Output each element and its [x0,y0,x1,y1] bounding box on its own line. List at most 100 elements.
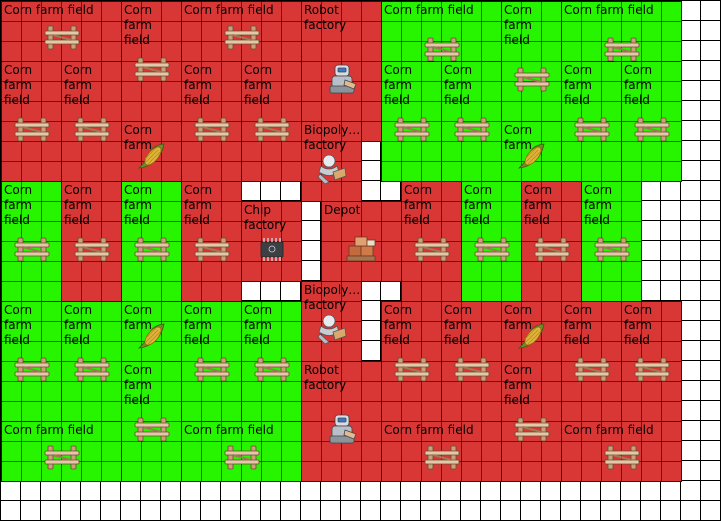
corn-farm-field-tile[interactable]: Corn farm field [1,1,122,62]
corn-farm-field-tile[interactable]: Corn farm field [501,361,562,482]
corn-farm-field-tile[interactable]: Corn farm field [501,1,562,142]
fence-icon [414,235,450,267]
tile-label: Corn farm field [384,3,474,17]
corn-farm-field-tile[interactable]: Corn farm field [241,301,302,422]
fence-icon [574,355,610,387]
fence-icon [394,355,430,387]
fence-icon [14,355,50,387]
corn-farm-field-tile[interactable]: Corn farm field [121,181,182,302]
tile-label: Corn farm [504,303,533,332]
corn-farm-tile[interactable]: Corn farm [501,301,562,362]
fence-icon [194,355,230,387]
corn-farm-field-tile[interactable]: Corn farm field [581,181,642,302]
tile-label: Corn farm field [624,63,653,107]
fence-icon [134,235,170,267]
corn-farm-field-tile[interactable]: Corn farm field [1,61,62,182]
robot-factory-tile[interactable]: Robot factory [301,1,382,142]
corn-farm-field-tile[interactable]: Corn farm field [561,301,622,422]
tile-label: Corn farm field [624,303,653,347]
tile-label: Corn farm field [404,183,433,227]
corn-farm-field-tile[interactable]: Corn farm field [381,421,502,482]
fence-icon [74,355,110,387]
fence-icon [14,235,50,267]
corn-farm-field-tile[interactable]: Corn farm field [521,181,582,302]
tile-label: Corn farm [124,303,153,332]
chip-factory-tile[interactable]: Chip factory [241,201,302,282]
tile-label: Biopoly… factory [304,123,361,152]
corn-farm-field-tile[interactable]: Corn farm field [441,301,502,422]
tile-label: Corn farm field [524,183,553,227]
biopolymer-factory-tile[interactable]: Biopoly… factory [301,281,362,362]
corn-farm-field-tile[interactable]: Corn farm field [1,181,62,302]
biopolymer-factory-tile[interactable]: Biopoly… factory [301,121,362,202]
fence-icon [514,415,550,447]
tile-label: Biopoly… factory [304,283,361,312]
corn-farm-field-tile[interactable]: Corn farm field [1,301,62,422]
tile-label: Corn farm field [4,423,94,437]
tile-label: Corn farm field [184,183,213,227]
fence-icon [454,115,490,147]
fence-icon [224,443,260,475]
fence-icon [74,235,110,267]
tile-label: Chip factory [244,203,287,232]
fence-icon [454,355,490,387]
tile-label: Corn farm [504,123,533,152]
corn-farm-field-tile[interactable]: Corn farm field [561,421,682,482]
tile-label: Robot factory [304,363,347,392]
fence-icon [474,235,510,267]
corn-farm-field-tile[interactable]: Corn farm field [61,301,122,422]
corn-farm-field-tile[interactable]: Corn farm field [441,61,502,182]
tile-label: Corn farm field [64,63,93,107]
corn-farm-field-tile[interactable]: Corn farm field [181,301,242,422]
corn-farm-field-tile[interactable]: Corn farm field [461,181,522,302]
corn-farm-field-tile[interactable]: Corn farm field [1,421,122,482]
corn-icon [516,142,548,176]
corn-farm-tile[interactable]: Corn farm [501,121,562,182]
tile-label: Corn farm field [4,183,33,227]
fence-icon [594,235,630,267]
fence-icon [44,23,80,55]
depot-icon [345,232,379,270]
fence-icon [514,65,550,97]
corn-farm-field-tile[interactable]: Corn farm field [241,61,302,182]
corn-farm-field-tile[interactable]: Corn farm field [181,1,302,62]
fence-icon [194,115,230,147]
corn-farm-field-tile[interactable]: Corn farm field [381,301,442,422]
tile-label: Corn farm field [504,363,533,407]
tile-label: Corn farm field [184,3,274,17]
corn-farm-field-tile[interactable]: Corn farm field [401,181,462,302]
robot-factory-tile[interactable]: Robot factory [301,361,382,482]
fence-icon [44,443,80,475]
corn-farm-tile[interactable]: Corn farm [121,121,182,182]
biopolymer-factory-icon [315,312,349,350]
corn-farm-field-tile[interactable]: Corn farm field [181,421,302,482]
corn-farm-field-tile[interactable]: Corn farm field [121,1,182,122]
corn-farm-field-tile[interactable]: Corn farm field [61,181,122,302]
tile-label: Corn farm field [64,183,93,227]
corn-farm-field-tile[interactable]: Corn farm field [621,61,682,182]
tile-label: Corn farm field [384,303,413,347]
depot-tile[interactable]: Depot [321,201,402,282]
fence-icon [134,55,170,87]
corn-farm-field-tile[interactable]: Corn farm field [181,181,242,302]
fence-icon [194,235,230,267]
corn-farm-field-tile[interactable]: Corn farm field [561,61,622,182]
corn-farm-field-tile[interactable]: Corn farm field [61,61,122,182]
robot-factory-icon [325,62,359,100]
tile-label: Corn farm field [244,63,273,107]
corn-icon [136,142,168,176]
corn-farm-field-tile[interactable]: Corn farm field [621,301,682,422]
fence-icon [634,115,670,147]
corn-farm-tile[interactable]: Corn farm [121,301,182,362]
tile-label: Corn farm field [4,63,33,107]
fence-icon [254,115,290,147]
corn-farm-field-tile[interactable]: Corn farm field [121,361,182,482]
robot-factory-icon [325,412,359,450]
fence-icon [534,235,570,267]
corn-farm-field-tile[interactable]: Corn farm field [381,61,442,182]
corn-farm-field-tile[interactable]: Corn farm field [181,61,242,182]
fence-icon [394,115,430,147]
tile-label: Corn farm [124,123,153,152]
fence-icon [224,23,260,55]
tile-label: Corn farm field [384,423,474,437]
